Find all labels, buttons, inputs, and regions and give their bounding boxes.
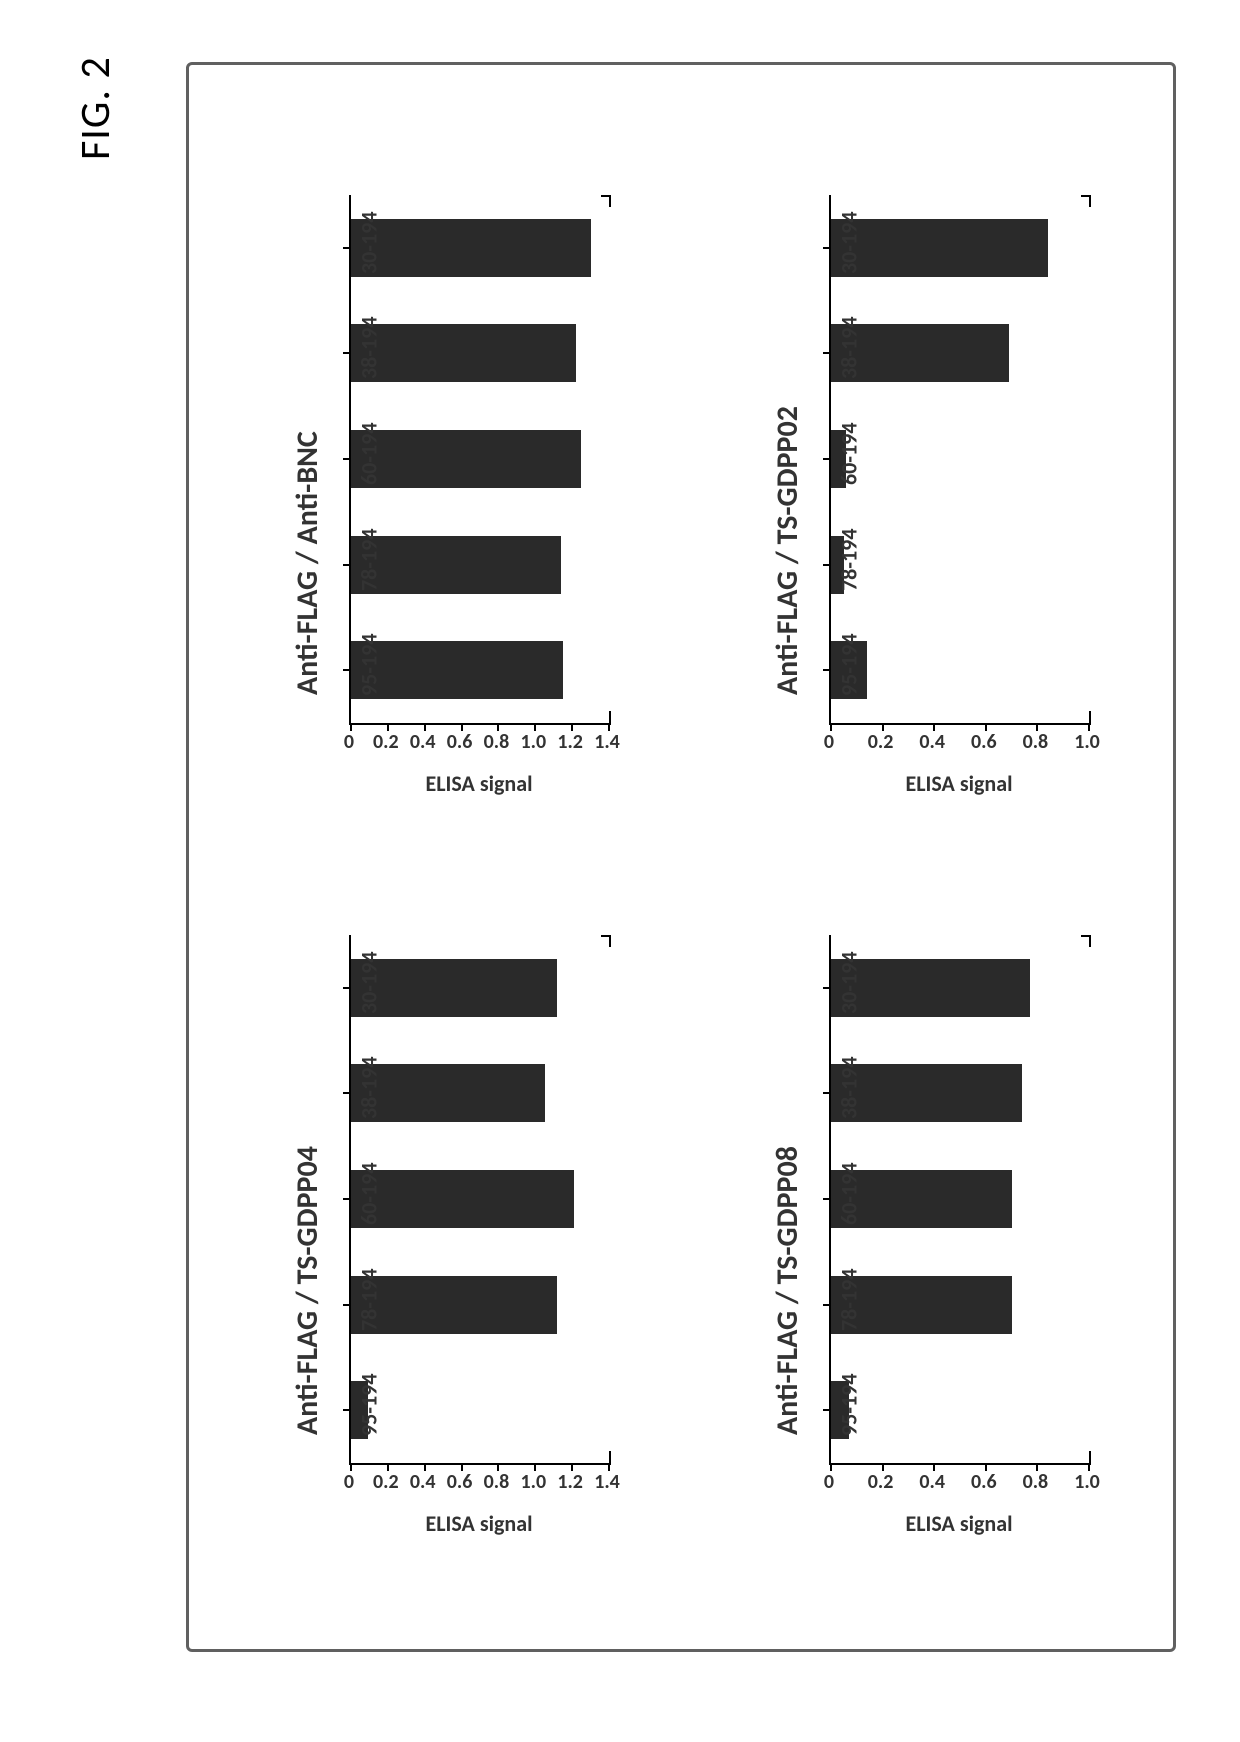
x-tick-label: 0.2 — [373, 1470, 399, 1494]
x-tick-label: 0.8 — [1023, 730, 1049, 754]
x-tick-label: 1.4 — [594, 1470, 620, 1494]
x-tick-label: 0 — [344, 1470, 354, 1494]
category-label: 30-194 — [836, 211, 863, 291]
category-label: 78-194 — [356, 528, 383, 608]
x-tick-labels: 00.20.40.60.81.01.21.4 — [349, 730, 609, 760]
x-tick-label: 0 — [824, 1470, 834, 1494]
category-label: 95-194 — [836, 1374, 863, 1454]
x-tick-label: 0.2 — [868, 730, 894, 754]
x-tick-label: 1.2 — [557, 730, 583, 754]
y-category-labels: 30-19438-19460-19478-19495-194 — [289, 195, 349, 725]
bar — [351, 430, 581, 488]
x-tick-label: 1.0 — [1074, 1470, 1100, 1494]
x-tick-label: 1.0 — [520, 730, 546, 754]
x-axis-title: ELISA signal — [829, 1510, 1089, 1537]
y-category-labels: 30-19438-19460-19478-19495-194 — [289, 935, 349, 1465]
category-label: 95-194 — [356, 634, 383, 714]
category-label: 38-194 — [356, 317, 383, 397]
x-tick-label: 0.2 — [373, 730, 399, 754]
category-label: 78-194 — [836, 528, 863, 608]
bar — [351, 641, 563, 699]
y-category-labels: 30-19438-19460-19478-19495-194 — [769, 195, 829, 725]
x-tick-label: 0.6 — [447, 730, 473, 754]
category-label: 30-194 — [356, 951, 383, 1031]
x-tick-label: 0.6 — [971, 1470, 997, 1494]
chart-panel-tr: Anti-FLAG / TS-GDPP02 00.20.40.60.81.0 3… — [709, 155, 1139, 835]
category-label: 30-194 — [356, 211, 383, 291]
bar — [831, 219, 1048, 277]
x-tick-label: 0.4 — [410, 730, 436, 754]
category-label: 38-194 — [836, 317, 863, 397]
x-tick-label: 0 — [824, 730, 834, 754]
bar — [351, 219, 591, 277]
bar — [351, 324, 576, 382]
x-tick-label: 1.4 — [594, 730, 620, 754]
x-axis-title: ELISA signal — [349, 770, 609, 797]
chart-panel-br: Anti-FLAG / TS-GDPP08 00.20.40.60.81.0 3… — [709, 895, 1139, 1575]
category-label: 78-194 — [836, 1268, 863, 1348]
chart-panel-tl: Anti-FLAG / Anti-BNC 00.20.40.60.81.01.2… — [229, 155, 659, 835]
x-tick-label: 0.8 — [484, 1470, 510, 1494]
x-tick-label: 0.8 — [1023, 1470, 1049, 1494]
x-tick-labels: 00.20.40.60.81.0 — [829, 1470, 1089, 1500]
x-tick-labels: 00.20.40.60.81.01.21.4 — [349, 1470, 609, 1500]
x-tick-label: 0 — [344, 730, 354, 754]
category-label: 60-194 — [836, 1163, 863, 1243]
plot-area — [349, 195, 609, 725]
category-label: 38-194 — [356, 1057, 383, 1137]
x-tick-label: 1.0 — [1074, 730, 1100, 754]
x-tick-label: 0.4 — [919, 730, 945, 754]
x-tick-label: 0.8 — [484, 730, 510, 754]
category-label: 78-194 — [356, 1268, 383, 1348]
x-tick-label: 0.6 — [447, 1470, 473, 1494]
x-tick-label: 0.6 — [971, 730, 997, 754]
chart-panel-bl: Anti-FLAG / TS-GDPP04 00.20.40.60.81.01.… — [229, 895, 659, 1575]
x-tick-label: 1.0 — [520, 1470, 546, 1494]
plot-area — [829, 195, 1089, 725]
category-label: 30-194 — [836, 951, 863, 1031]
category-label: 60-194 — [836, 423, 863, 503]
x-tick-label: 0.2 — [868, 1470, 894, 1494]
plot-area — [829, 935, 1089, 1465]
x-tick-label: 0.4 — [410, 1470, 436, 1494]
category-label: 95-194 — [356, 1374, 383, 1454]
page-root: FIG. 2 Anti-FLAG / Anti-BNC 00.20.40.60.… — [0, 0, 1240, 1742]
category-label: 38-194 — [836, 1057, 863, 1137]
category-label: 60-194 — [356, 1163, 383, 1243]
x-axis-title: ELISA signal — [349, 1510, 609, 1537]
x-tick-labels: 00.20.40.60.81.0 — [829, 730, 1089, 760]
category-label: 95-194 — [836, 634, 863, 714]
x-tick-label: 1.2 — [557, 1470, 583, 1494]
category-label: 60-194 — [356, 423, 383, 503]
x-axis-title: ELISA signal — [829, 770, 1089, 797]
bar — [351, 1170, 574, 1228]
y-category-labels: 30-19438-19460-19478-19495-194 — [769, 935, 829, 1465]
x-tick-label: 0.4 — [919, 1470, 945, 1494]
bar — [351, 536, 561, 594]
plot-area — [349, 935, 609, 1465]
figure-label: FIG. 2 — [70, 56, 121, 160]
figure-frame: Anti-FLAG / Anti-BNC 00.20.40.60.81.01.2… — [186, 62, 1176, 1652]
